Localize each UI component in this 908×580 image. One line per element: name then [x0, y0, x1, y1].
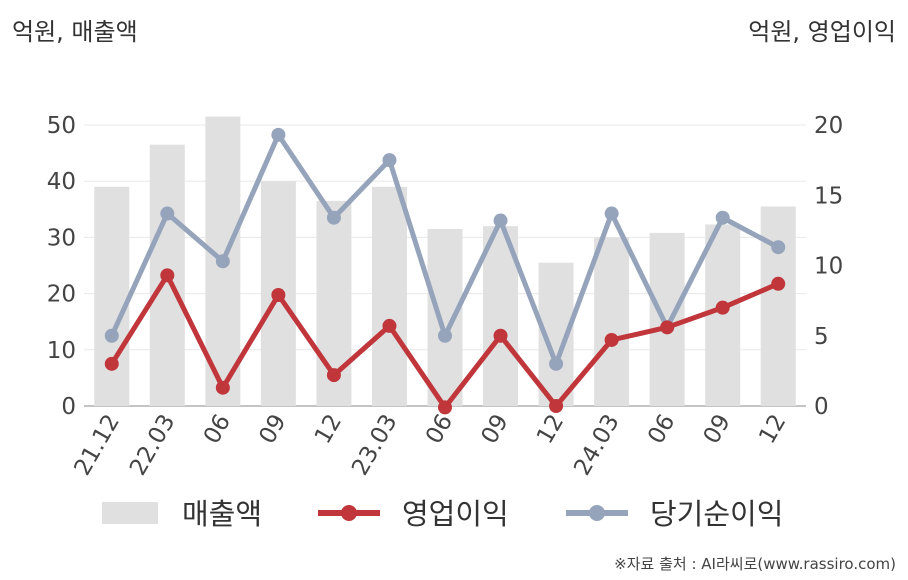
x-tick-label: 09: [477, 410, 514, 448]
series-point: [715, 210, 730, 225]
series-point: [771, 240, 786, 255]
series-point: [326, 210, 341, 225]
series-point: [604, 332, 619, 347]
series-point: [549, 356, 564, 371]
x-tick-label: 22.03: [125, 410, 180, 480]
revenue-bar: [705, 224, 741, 406]
x-tick-label: 12: [310, 410, 347, 448]
legend-swatch-point: [341, 505, 357, 521]
right-tick-label: 5: [814, 324, 829, 350]
left-tick-label: 30: [47, 225, 76, 251]
series-point: [604, 206, 619, 221]
legend-label: 영업이익: [402, 497, 509, 531]
left-axis-unit: 억원, 매출액: [12, 18, 138, 46]
series-point: [382, 318, 397, 333]
series-point: [326, 368, 341, 383]
series-point: [660, 320, 675, 335]
right-tick-label: 15: [814, 183, 843, 209]
left-tick-label: 20: [47, 282, 76, 308]
profit-lines: [104, 127, 786, 415]
x-tick-label: 06: [643, 410, 680, 448]
right-axis-ticks: 0 5 10 15 20: [814, 113, 843, 420]
x-tick-label: 12: [532, 410, 569, 448]
x-tick-label: 09: [254, 410, 291, 448]
revenue-bar: [94, 186, 130, 406]
right-axis-unit: 억원, 영업이익: [748, 18, 896, 46]
legend-label: 당기순이익: [650, 497, 783, 531]
series-point: [715, 300, 730, 315]
left-tick-label: 10: [47, 338, 76, 364]
series-point: [215, 254, 230, 269]
right-tick-label: 10: [814, 254, 843, 280]
revenue-bar: [649, 232, 685, 406]
series-point: [493, 213, 508, 228]
x-tick-label: 06: [421, 410, 458, 448]
series-point: [438, 328, 452, 343]
revenue-bar: [594, 237, 630, 406]
x-tick-label: 23.03: [347, 410, 402, 480]
legend: 매출액 영업이익 당기순이익: [102, 497, 783, 531]
legend-swatch-bar: [102, 502, 158, 524]
series-point: [160, 206, 175, 221]
series-point: [771, 276, 786, 291]
x-tick-label: 06: [199, 410, 236, 448]
revenue-bar: [371, 186, 407, 406]
series-point: [271, 127, 286, 142]
x-tick-label: 24.03: [569, 410, 624, 480]
series-point: [493, 328, 508, 343]
revenue-bar: [760, 206, 796, 406]
series-point: [104, 356, 119, 371]
source-note: ※자료 출처 : AI라씨로(www.rassiro.com): [614, 555, 896, 573]
series-point: [271, 288, 286, 303]
x-tick-label: 21.12: [70, 410, 125, 480]
series-point: [160, 268, 175, 283]
series-point: [215, 380, 230, 395]
left-tick-label: 50: [47, 113, 76, 139]
x-axis-ticks: 21.12 22.03 06 09 12 23.03 06 09 12 24.03 06 09 12: [70, 410, 792, 480]
revenue-bar: [427, 228, 463, 406]
left-axis-ticks: 0 10 20 30 40 50: [47, 113, 76, 420]
left-tick-label: 0: [61, 394, 76, 420]
series-point: [104, 328, 119, 343]
series-point: [438, 400, 452, 415]
right-tick-label: 20: [814, 113, 843, 139]
series-point: [549, 399, 564, 413]
series-point: [382, 153, 397, 168]
legend-swatch-point: [589, 505, 605, 521]
x-tick-label: 09: [699, 410, 736, 448]
right-tick-label: 0: [814, 394, 829, 420]
x-tick-label: 12: [754, 410, 791, 448]
revenue-bars: [94, 116, 796, 407]
left-tick-label: 40: [47, 169, 76, 195]
legend-label: 매출액: [182, 497, 262, 531]
